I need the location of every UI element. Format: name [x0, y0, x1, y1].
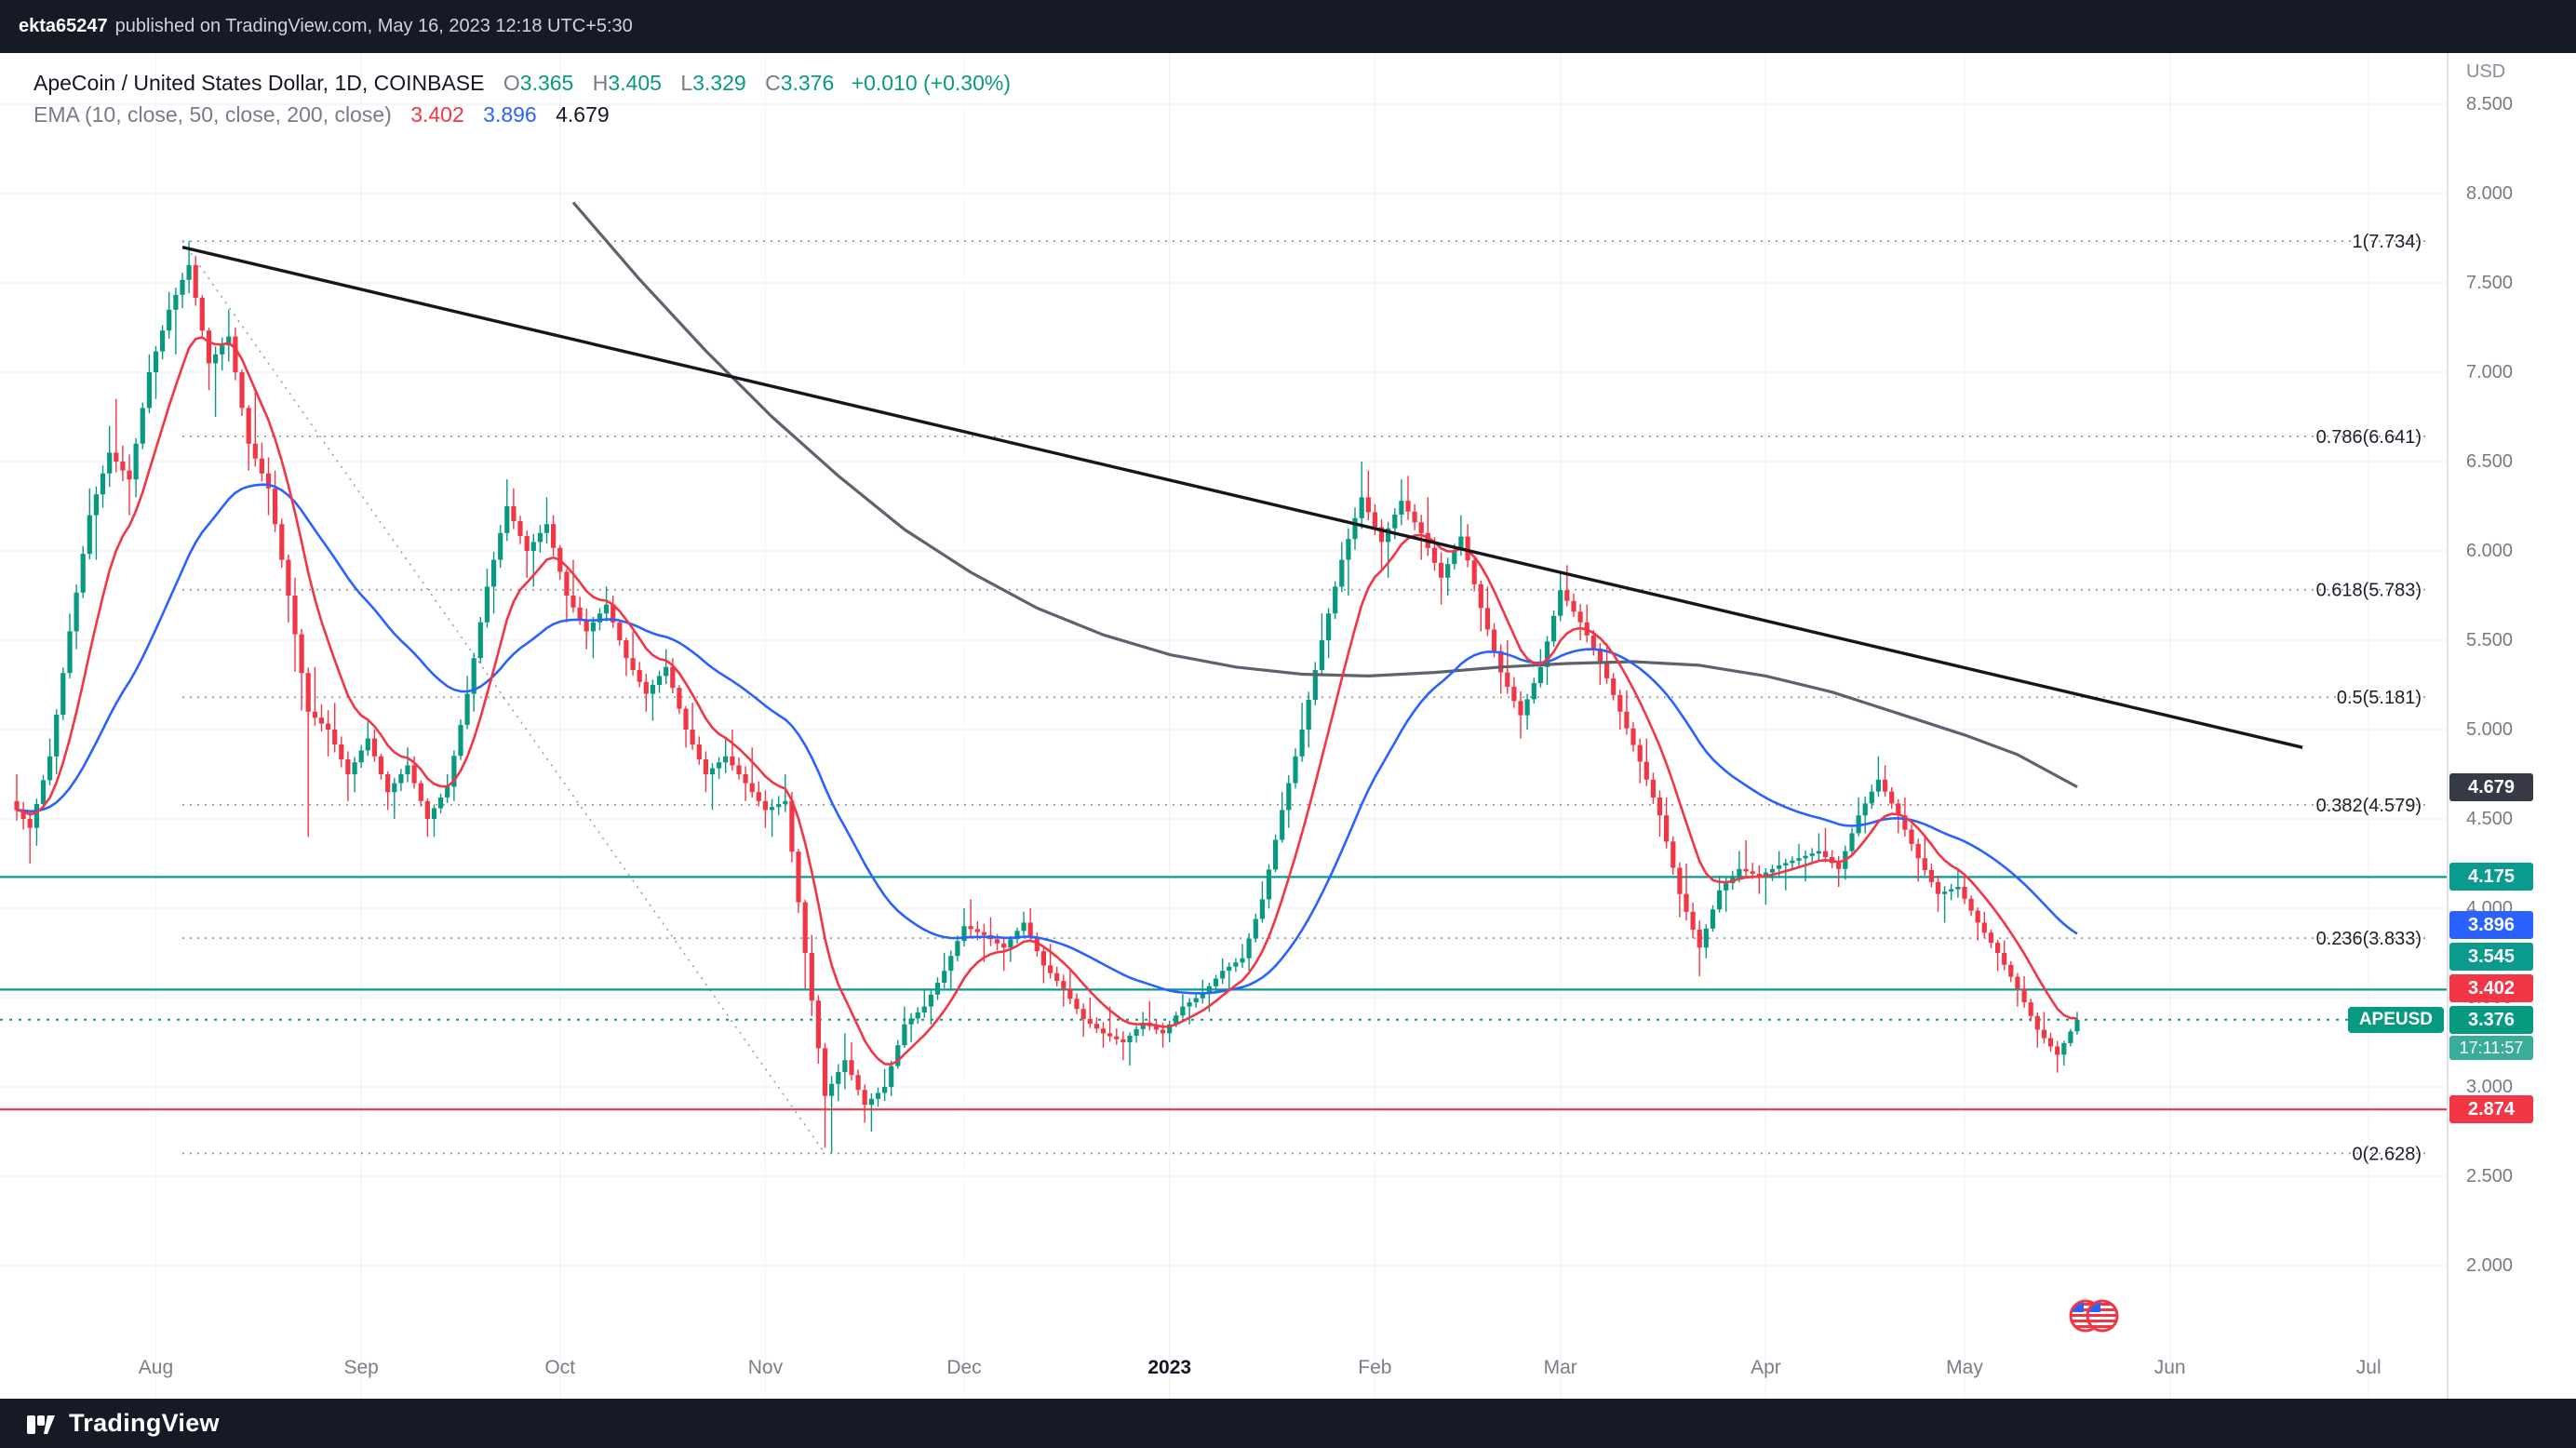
tradingview-logo-icon[interactable] — [24, 1407, 58, 1441]
fib-level-label: 0.236(3.833) — [2316, 929, 2422, 949]
grid-layer — [0, 53, 2448, 1399]
publish-bar: ekta65247 published on TradingView.com, … — [0, 0, 2576, 53]
horizontal-lines-layer[interactable] — [0, 876, 2448, 1111]
fib-level-label: 0(2.628) — [2353, 1144, 2422, 1164]
fib-level-label: 0.618(5.783) — [2316, 581, 2422, 601]
fib-retracement-layer[interactable]: 1(7.734) 0.786(6.641) 0.618(5.783) 0.5(5.18… — [181, 232, 2431, 1164]
ema200-line — [571, 201, 2078, 789]
price-chart[interactable]: 1(7.734) 0.786(6.641) 0.618(5.783) 0.5(5.18… — [0, 53, 2576, 1399]
tradingview-wordmark[interactable]: TradingView — [69, 1409, 220, 1437]
fib-level-label: 0.786(6.641) — [2316, 427, 2422, 448]
chart-panel[interactable]: 1(7.734) 0.786(6.641) 0.618(5.783) 0.5(5.18… — [0, 53, 2576, 1399]
chart-background — [0, 53, 2576, 1399]
publish-text: published on TradingView.com, May 16, 20… — [114, 16, 633, 36]
fib-level-label: 1(7.734) — [2353, 232, 2422, 252]
publish-username: ekta65247 — [19, 16, 108, 36]
ema10-line — [16, 336, 2078, 1066]
footer-bar: TradingView — [0, 1399, 2576, 1448]
trendline[interactable] — [181, 245, 2303, 749]
fib-level-label: 0.5(5.181) — [2337, 688, 2422, 708]
ema50-line — [16, 483, 2078, 995]
candles-layer — [14, 241, 2080, 1154]
fib-level-label: 0.382(4.579) — [2316, 796, 2422, 816]
